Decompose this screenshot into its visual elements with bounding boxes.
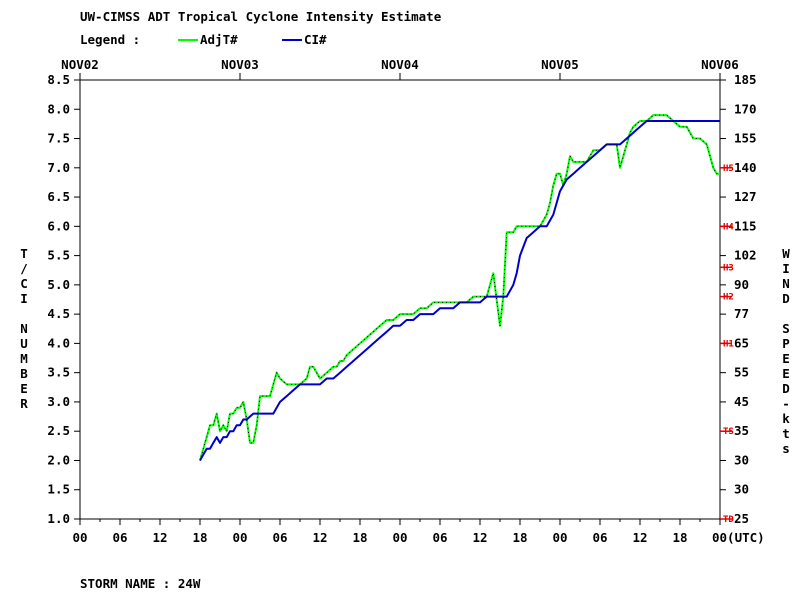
series-ci-line — [199, 120, 720, 461]
y-tick-label-left: 4.0 — [47, 335, 70, 350]
x-tick-label: 06 — [272, 530, 287, 545]
axis-title-char: M — [20, 351, 28, 366]
y-tick-label-right: 35 — [734, 423, 749, 438]
axis-title-char: S — [782, 321, 790, 336]
date-label: NOV06 — [701, 57, 739, 72]
series-adjt-dotted-overlay — [199, 114, 720, 461]
axis-title-char: N — [782, 276, 790, 291]
axis-title-char: W — [782, 246, 790, 261]
axis-labels: 1.0 1.5 2.0 2.5 3.0 3.5 4.0 4.5 5.0 5.5 6.0 6.5 7.0 7… — [20, 72, 790, 545]
axis-title-char: E — [782, 351, 790, 366]
y-tick-label-left: 7.5 — [47, 131, 70, 146]
axis-title-char: D — [782, 291, 790, 306]
category-label: H5 — [723, 164, 734, 174]
category-label: H4 — [723, 222, 734, 232]
legend-label: Legend : — [80, 32, 140, 47]
y-tick-label-left: 6.5 — [47, 189, 70, 204]
y-tick-label-right: 90 — [734, 277, 749, 292]
legend-entry: CI# — [304, 32, 327, 47]
x-tick-label: 00 — [392, 530, 407, 545]
y-tick-label-left: 2.0 — [47, 452, 70, 467]
axis-title-char: I — [782, 261, 790, 276]
category-label: H1 — [723, 339, 734, 349]
y-tick-label-left: 5.0 — [47, 277, 70, 292]
axis-title-char: N — [20, 321, 28, 336]
date-labels: NOV02 NOV03 NOV04 NOV05 NOV06 — [61, 57, 739, 80]
y-tick-label-left: 8.0 — [47, 101, 70, 116]
axis-title-char: t — [782, 426, 790, 441]
x-tick-label: 00 — [72, 530, 87, 545]
date-label: NOV05 — [541, 57, 579, 72]
y-tick-label-left: 3.5 — [47, 365, 70, 380]
axis-title-char: C — [20, 276, 28, 291]
axis-title-char: k — [782, 411, 790, 426]
category-label: TS — [723, 427, 734, 437]
date-label: NOV04 — [381, 57, 419, 72]
y-tick-label-right: 77 — [734, 306, 749, 321]
x-axis-utc-label: 00(UTC) — [712, 530, 765, 545]
axis-title-char: / — [20, 261, 28, 276]
y-tick-label-right: 25 — [734, 511, 749, 526]
y-tick-label-left: 6.0 — [47, 218, 70, 233]
storm-name: STORM NAME : 24W — [80, 576, 201, 591]
x-tick-label: 00 — [232, 530, 247, 545]
x-tick-label: 00 — [552, 530, 567, 545]
x-tick-label: 18 — [672, 530, 687, 545]
y-tick-label-left: 3.0 — [47, 394, 70, 409]
category-label: H2 — [723, 293, 734, 303]
axis-title-char: T — [20, 246, 28, 261]
y-tick-label-right: 155 — [734, 131, 757, 146]
y-tick-label-right: 55 — [734, 365, 749, 380]
legend: AdjT# CI# — [178, 32, 327, 47]
y-tick-label-right: 45 — [734, 394, 749, 409]
y-tick-label-right: 140 — [734, 160, 757, 175]
y-tick-label-left: 4.5 — [47, 306, 70, 321]
x-tick-label: 12 — [632, 530, 647, 545]
plot-frame — [79, 79, 721, 520]
y-tick-label-left: 5.5 — [47, 248, 70, 263]
x-tick-label: 18 — [352, 530, 367, 545]
x-tick-label: 06 — [592, 530, 607, 545]
y-tick-label-right: 102 — [734, 248, 757, 263]
y-tick-label-left: 7.0 — [47, 160, 70, 175]
y-tick-label-left: 8.5 — [47, 72, 70, 87]
y-tick-label-left: 1.5 — [47, 482, 70, 497]
x-tick-label: 18 — [512, 530, 527, 545]
y-tick-label-right: 170 — [734, 101, 757, 116]
y-tick-label-right: 127 — [734, 189, 757, 204]
y-tick-label-right: 30 — [734, 482, 749, 497]
y-tick-label-right: 65 — [734, 335, 749, 350]
y-tick-label-right: 115 — [734, 218, 757, 233]
axis-title-char: U — [20, 336, 28, 351]
legend-entry: AdjT# — [200, 32, 238, 47]
category-label: H3 — [723, 263, 734, 273]
axis-title-char: R — [20, 396, 28, 411]
axis-title-char: B — [20, 366, 28, 381]
y-tick-label-left: 1.0 — [47, 511, 70, 526]
axis-title-char: E — [20, 381, 28, 396]
x-tick-label: 18 — [192, 530, 207, 545]
series-adjt-line — [199, 114, 720, 461]
series-lines — [199, 114, 720, 461]
x-tick-label: 12 — [152, 530, 167, 545]
x-tick-label: 12 — [472, 530, 487, 545]
y-tick-label-right: 185 — [734, 72, 757, 87]
axis-title-char: s — [782, 441, 790, 456]
date-label: NOV02 — [61, 57, 99, 72]
axis-title-char: - — [782, 396, 790, 411]
x-tick-label: 06 — [432, 530, 447, 545]
axis-title-char: D — [782, 381, 790, 396]
y-tick-label-left: 2.5 — [47, 423, 70, 438]
axis-ticks — [74, 79, 732, 525]
category-label: TD — [723, 515, 734, 525]
x-tick-label: 12 — [312, 530, 327, 545]
axis-title-char: E — [782, 366, 790, 381]
chart-title: UW-CIMSS ADT Tropical Cyclone Intensity … — [80, 9, 442, 24]
axis-title-char: P — [782, 336, 790, 351]
axis-title-char: I — [20, 291, 28, 306]
date-label: NOV03 — [221, 57, 259, 72]
x-tick-label: 06 — [112, 530, 127, 545]
y-tick-label-right: 30 — [734, 452, 749, 467]
